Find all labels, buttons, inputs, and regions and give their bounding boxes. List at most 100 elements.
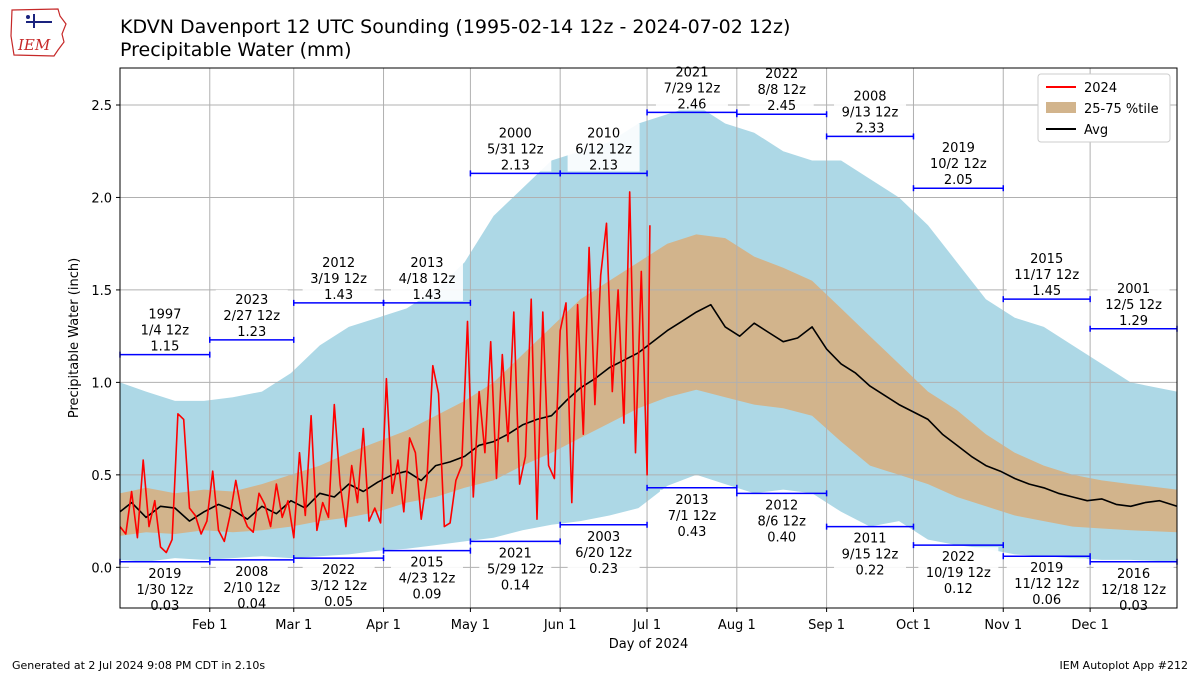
record-label-bg — [834, 528, 907, 577]
record-label: 8/6 12z — [758, 514, 807, 529]
x-tick-label: Oct 1 — [896, 618, 931, 633]
record-label: 2022 — [942, 550, 975, 565]
record-label: 0.09 — [412, 588, 441, 603]
record-label: 12/5 12z — [1105, 298, 1162, 313]
record-label: 2016 — [1117, 567, 1150, 582]
y-tick-label: 1.0 — [91, 376, 112, 391]
record-label: 1.43 — [324, 288, 353, 303]
record-label: 1.45 — [1032, 284, 1061, 299]
grid-lines — [120, 68, 1177, 608]
axes: Feb 1 Mar 1 Apr 1 May 1 Jun 1 Jul 1 Aug 1 Sep 1… — [67, 99, 1109, 652]
record-label: 9/15 12z — [842, 548, 899, 563]
footer-app: IEM Autoplot App #212 — [1059, 659, 1189, 672]
record-label: 9/13 12z — [842, 105, 899, 120]
record-label: 1/30 12z — [137, 583, 194, 598]
record-label: 0.23 — [589, 562, 618, 577]
record-label: 1.23 — [237, 325, 266, 340]
record-label: 3/19 12z — [310, 272, 367, 287]
record-label: 2013 — [675, 493, 708, 508]
record-label: 2.13 — [501, 158, 530, 173]
record-label: 2011 — [853, 532, 886, 547]
x-tick-label: Apr 1 — [366, 618, 401, 633]
record-label: 3/12 12z — [310, 579, 367, 594]
legend-swatch — [1046, 102, 1076, 113]
footer-generated: Generated at 2 Jul 2024 9:08 PM CDT in 2… — [12, 659, 266, 672]
record-label: 4/23 12z — [399, 572, 456, 587]
line-avg — [119, 303, 1178, 522]
record-label: 11/17 12z — [1014, 268, 1079, 283]
record-label: 2019 — [1030, 561, 1063, 576]
record-label: 0.43 — [677, 525, 706, 540]
x-tick-label: Jun 1 — [543, 618, 577, 633]
record-label-bg — [655, 62, 728, 111]
record-label: 2001 — [1117, 282, 1150, 297]
record-label-bg — [132, 304, 197, 353]
record-label: 2012 — [322, 256, 355, 271]
record-label: 2019 — [942, 141, 975, 156]
record-label-bg — [302, 252, 375, 301]
record-label: 2013 — [410, 256, 443, 271]
record-label: 0.03 — [1119, 599, 1148, 614]
record-label: 2021 — [499, 546, 532, 561]
x-tick-label: Mar 1 — [275, 618, 312, 633]
record-label: 2010 — [587, 126, 620, 141]
record-label: 6/12 12z — [575, 142, 632, 157]
record-label-bg — [1006, 558, 1087, 607]
record-label: 2021 — [675, 65, 708, 80]
x-tick-label: Sep 1 — [808, 618, 845, 633]
record-label-bg — [922, 138, 995, 187]
y-tick-label: 2.0 — [91, 191, 112, 206]
record-label: 10/19 12z — [926, 566, 991, 581]
x-tick-label: May 1 — [451, 618, 490, 633]
record-label: 2012 — [765, 498, 798, 513]
plot-frame — [119, 67, 1178, 609]
record-label: 1.43 — [412, 288, 441, 303]
x-tick-label: Jul 1 — [632, 618, 661, 633]
record-label: 1/4 12z — [141, 324, 190, 339]
record-label: 7/29 12z — [664, 81, 721, 96]
y-tick-label: 1.5 — [91, 284, 112, 299]
legend-label: 2024 — [1084, 81, 1117, 96]
record-label-bg — [918, 547, 999, 596]
record-label: 2/27 12z — [223, 309, 280, 324]
x-axis-label: Day of 2024 — [609, 637, 689, 652]
x-tick-label: Feb 1 — [192, 618, 227, 633]
record-label-bg — [215, 561, 288, 610]
record-label-bg — [1097, 278, 1170, 327]
record-label-bg — [749, 64, 814, 113]
record-label: 1.29 — [1119, 314, 1148, 329]
record-label: 0.40 — [767, 530, 796, 545]
record-label: 2000 — [499, 126, 532, 141]
x-tick-label: Dec 1 — [1071, 618, 1109, 633]
record-label-bg — [479, 123, 552, 172]
record-label: 2.13 — [589, 158, 618, 173]
record-label: 2015 — [1030, 252, 1063, 267]
record-label: 0.22 — [856, 564, 885, 579]
record-label: 4/18 12z — [399, 272, 456, 287]
chart-subtitle: Precipitable Water (mm) — [120, 39, 352, 61]
record-label: 2.05 — [944, 173, 973, 188]
line-2024 — [119, 191, 651, 554]
record-label-bg — [1093, 563, 1174, 612]
record-label: 1.15 — [150, 340, 179, 355]
record-label: 0.03 — [150, 599, 179, 614]
record-label-bg — [659, 489, 724, 538]
record-label: 2008 — [235, 565, 268, 580]
record-label: 2003 — [587, 530, 620, 545]
record-label: 0.05 — [324, 595, 353, 610]
record-label: 2008 — [853, 89, 886, 104]
record-label: 0.04 — [237, 597, 266, 612]
